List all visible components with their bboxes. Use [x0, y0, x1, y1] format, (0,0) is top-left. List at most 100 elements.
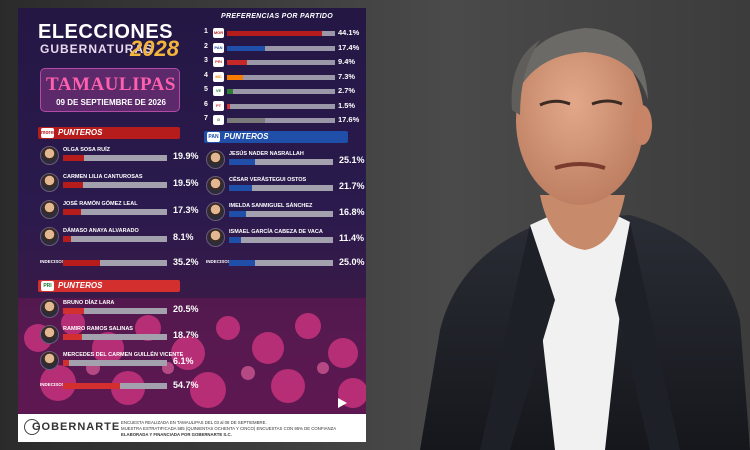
pri-logo: PRI	[213, 57, 224, 67]
preference-row: 2 PAN 17.4%	[204, 42, 364, 55]
candidate-value: 18.7%	[173, 330, 199, 340]
candidate-bar-track	[63, 209, 167, 215]
undecided-row: INDECISOS 54.7%	[40, 379, 204, 391]
preference-value: 17.6%	[338, 115, 360, 124]
candidate-photo	[206, 202, 225, 221]
candidate-row: MERCEDES DEL CARMEN GUILLÉN VICENTE 6.1%	[40, 351, 204, 375]
undecided-label: INDECISOS	[40, 382, 65, 387]
candidate-bar-track	[63, 334, 167, 340]
politician-photo	[420, 28, 750, 450]
candidate-bar-track	[229, 211, 333, 217]
candidate-value: 16.8%	[339, 207, 365, 217]
candidate-row: RAMIRO RAMOS SALINAS 18.7%	[40, 325, 204, 349]
candidate-photo	[40, 173, 59, 192]
candidate-name: JOSÉ RAMÓN GÓMEZ LEAL	[63, 201, 138, 207]
candidate-value: 11.4%	[339, 233, 365, 243]
section-label: PUNTEROS	[58, 128, 103, 137]
pan-section-header: PAN PUNTEROS	[204, 131, 348, 143]
candidate-bar	[229, 159, 256, 165]
candidate-row: JESÚS NADER NASRALLAH 25.1%	[206, 150, 366, 174]
candidate-photo	[40, 200, 59, 219]
preference-bar	[227, 60, 248, 65]
candidate-value: 19.9%	[173, 151, 199, 161]
candidate-value: 6.1%	[173, 356, 194, 366]
candidate-name: IMELDA SANMIGUEL SÁNCHEZ	[229, 203, 313, 209]
candidate-row: IMELDA SANMIGUEL SÁNCHEZ 16.8%	[206, 202, 366, 226]
preference-bar-track	[227, 60, 335, 65]
candidate-photo	[40, 325, 59, 344]
pan-logo: PAN	[207, 132, 220, 142]
candidate-name: ISMAEL GARCÍA CABEZA DE VACA	[229, 229, 323, 235]
candidate-name: MERCEDES DEL CARMEN GUILLÉN VICENTE	[63, 352, 184, 358]
pt-logo: PT	[213, 100, 224, 111]
undecided-bar	[229, 260, 255, 266]
undecided-bar	[63, 383, 120, 389]
candidate-value: 21.7%	[339, 181, 365, 191]
preference-value: 1.5%	[338, 100, 356, 110]
candidate-bar	[229, 211, 247, 217]
preference-value: 17.4%	[338, 42, 360, 52]
undecided-label: INDECISOS	[206, 259, 231, 264]
undecided-row: INDECISOS 35.2%	[40, 256, 204, 268]
undecided-value: 35.2%	[173, 257, 199, 267]
candidate-photo	[40, 146, 59, 165]
candidate-name: CÉSAR VERÁSTEGUI OSTOS	[229, 177, 307, 183]
candidate-bar	[63, 236, 72, 242]
candidate-bar-track	[229, 237, 333, 243]
preference-bar	[227, 103, 231, 109]
section-label: PUNTEROS	[58, 281, 103, 290]
preference-bar	[227, 118, 266, 123]
candidate-photo	[40, 227, 59, 246]
section-label: PUNTEROS	[224, 132, 269, 141]
state-badge: TAMAULIPAS 09 DE SEPTIEMBRE DE 2026	[40, 68, 180, 112]
title-year: 2028	[130, 36, 179, 61]
candidate-bar	[63, 308, 85, 314]
candidate-value: 17.3%	[173, 205, 199, 215]
preference-row: 4 MC 7.3%	[204, 71, 364, 84]
candidate-bar	[63, 182, 84, 188]
candidate-photo	[40, 299, 59, 318]
preference-rank: 3	[204, 57, 208, 64]
candidate-value: 19.5%	[173, 178, 199, 188]
footer-brand: GOBERNARTE	[32, 421, 121, 433]
poll-date: 09 DE SEPTIEMBRE DE 2026	[56, 98, 166, 107]
undecided-label: INDECISOS	[40, 259, 65, 264]
preference-row: 7 Ø 17.6%	[204, 115, 364, 127]
pvem-logo: VE	[213, 86, 224, 96]
candidate-row: JOSÉ RAMÓN GÓMEZ LEAL 17.3%	[40, 200, 204, 224]
candidate-name: JESÚS NADER NASRALLAH	[229, 151, 304, 157]
preference-value: 44.1%	[338, 28, 360, 37]
preference-row: 1 MOR 44.1%	[204, 28, 364, 40]
state-name: TAMAULIPAS	[46, 74, 176, 95]
preference-row: 5 VE 2.7%	[204, 86, 364, 98]
candidate-bar	[229, 185, 252, 191]
preference-bar-track	[227, 45, 335, 51]
gobernarte-logo-icon	[24, 419, 40, 435]
candidate-value: 25.1%	[339, 155, 365, 165]
preference-value: 2.7%	[338, 86, 356, 95]
title-gubernaturas: GUBERNATURAS	[40, 42, 154, 56]
candidate-photo	[206, 150, 225, 169]
morena-section-header: morena PUNTEROS	[38, 127, 180, 139]
preferences-title: PREFERENCIAS POR PARTIDO	[221, 13, 333, 20]
footer-note-1: ENCUESTA REALIZADA EN TAMAULIPAS DEL 03 …	[121, 420, 267, 425]
undecided-value: 54.7%	[173, 380, 199, 390]
candidate-name: RAMIRO RAMOS SALINAS	[63, 326, 133, 332]
morena-logo: MOR	[213, 28, 224, 38]
candidate-bar	[63, 334, 83, 340]
candidate-row: OLGA SOSA RUÍZ 19.9%	[40, 146, 204, 170]
candidate-bar-track	[63, 236, 167, 242]
footer-note-3: ELABORADA Y FINANCIADA POR GOBERNARTE S.…	[121, 432, 232, 437]
poll-infographic: ELECCIONES GUBERNATURAS 2028 TAMAULIPAS …	[18, 8, 366, 442]
preference-rank: 5	[204, 86, 208, 93]
pri-logo: PRI	[41, 281, 54, 291]
candidate-bar	[229, 237, 241, 243]
candidate-bar	[63, 209, 81, 215]
candidate-row: ISMAEL GARCÍA CABEZA DE VACA 11.4%	[206, 228, 366, 252]
play-icon[interactable]	[338, 398, 347, 408]
undecided-bar-track	[63, 260, 167, 266]
preference-value: 7.3%	[338, 71, 356, 81]
preference-bar-track	[227, 103, 335, 109]
preference-bar-track	[227, 89, 335, 94]
candidate-bar	[63, 155, 84, 161]
